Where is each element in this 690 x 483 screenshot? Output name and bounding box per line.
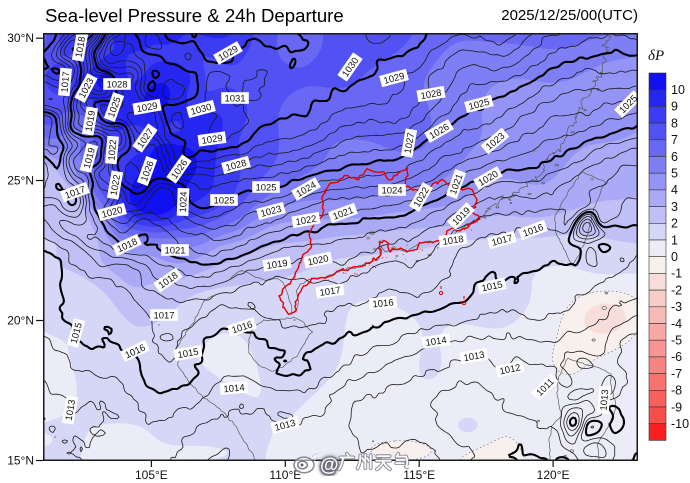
- svg-text:1015: 1015: [481, 279, 504, 294]
- svg-text:-2: -2: [671, 283, 682, 297]
- svg-text:1031: 1031: [224, 93, 245, 104]
- svg-text:1015: 1015: [177, 347, 200, 362]
- svg-text:3: 3: [671, 200, 678, 214]
- svg-text:-6: -6: [671, 350, 682, 364]
- svg-text:1029: 1029: [201, 133, 223, 147]
- svg-text:7: 7: [671, 133, 678, 147]
- svg-text:1025: 1025: [255, 182, 276, 193]
- svg-text:105°E: 105°E: [135, 468, 168, 482]
- svg-text:1019: 1019: [84, 110, 99, 133]
- svg-text:δP: δP: [648, 48, 664, 64]
- svg-text:1: 1: [671, 233, 678, 247]
- svg-text:20°N: 20°N: [7, 314, 34, 328]
- svg-text:1020: 1020: [101, 205, 124, 221]
- svg-text:-5: -5: [671, 334, 682, 348]
- svg-text:1021: 1021: [164, 245, 185, 256]
- svg-text:1030: 1030: [190, 102, 213, 118]
- svg-text:1024: 1024: [381, 185, 402, 196]
- svg-text:1022: 1022: [295, 214, 318, 229]
- svg-text:1019: 1019: [266, 258, 288, 272]
- svg-text:1013: 1013: [598, 389, 611, 411]
- svg-text:0: 0: [671, 250, 678, 264]
- svg-text:1013: 1013: [64, 399, 79, 422]
- svg-text:1025: 1025: [213, 195, 234, 206]
- svg-text:1028: 1028: [106, 79, 127, 90]
- svg-text:1014: 1014: [223, 382, 245, 395]
- svg-text:8: 8: [671, 116, 678, 130]
- svg-text:1012: 1012: [499, 362, 522, 377]
- svg-text:-3: -3: [671, 300, 682, 314]
- svg-text:1028: 1028: [225, 158, 248, 174]
- svg-text:110°E: 110°E: [269, 468, 301, 482]
- svg-text:-4: -4: [671, 317, 682, 331]
- svg-text:1017: 1017: [319, 285, 341, 299]
- svg-text:9: 9: [671, 100, 678, 114]
- svg-text:-8: -8: [671, 384, 682, 398]
- svg-text:15°N: 15°N: [7, 454, 34, 468]
- svg-text:1029: 1029: [383, 71, 406, 87]
- svg-text:1028: 1028: [420, 88, 443, 103]
- svg-text:1018: 1018: [74, 36, 89, 59]
- svg-text:1022: 1022: [109, 174, 124, 197]
- svg-text:1025: 1025: [468, 97, 491, 113]
- svg-text:1014: 1014: [425, 335, 447, 349]
- svg-text:1019: 1019: [82, 147, 98, 170]
- svg-text:1016: 1016: [372, 297, 394, 310]
- svg-text:1015: 1015: [69, 322, 85, 345]
- svg-text:1013: 1013: [463, 350, 486, 365]
- svg-text:120°E: 120°E: [537, 468, 570, 482]
- svg-text:1017: 1017: [491, 233, 514, 249]
- svg-text:1017: 1017: [59, 71, 72, 93]
- svg-text:1018: 1018: [442, 234, 464, 248]
- svg-text:2: 2: [671, 217, 678, 231]
- svg-text:1023: 1023: [260, 204, 283, 220]
- svg-text:4: 4: [671, 183, 678, 197]
- svg-text:-1: -1: [671, 267, 682, 281]
- svg-text:1017: 1017: [153, 310, 174, 321]
- svg-text:1024: 1024: [178, 191, 190, 213]
- svg-text:@: @: [320, 455, 339, 476]
- svg-text:1020: 1020: [307, 253, 330, 268]
- svg-text:@: @: [320, 455, 339, 476]
- svg-text:-9: -9: [671, 400, 682, 414]
- svg-text:5: 5: [671, 167, 678, 181]
- svg-text:6: 6: [671, 150, 678, 164]
- svg-text:-7: -7: [671, 367, 682, 381]
- svg-text:25°N: 25°N: [7, 174, 34, 188]
- svg-text:1027: 1027: [403, 132, 418, 155]
- svg-text:30°N: 30°N: [7, 31, 34, 45]
- svg-text:115°E: 115°E: [403, 468, 435, 482]
- svg-text:1022: 1022: [106, 139, 119, 161]
- svg-text:1013: 1013: [274, 418, 297, 434]
- svg-text:10: 10: [671, 83, 685, 97]
- svg-text:1029: 1029: [136, 101, 159, 116]
- svg-text:-10: -10: [671, 417, 689, 431]
